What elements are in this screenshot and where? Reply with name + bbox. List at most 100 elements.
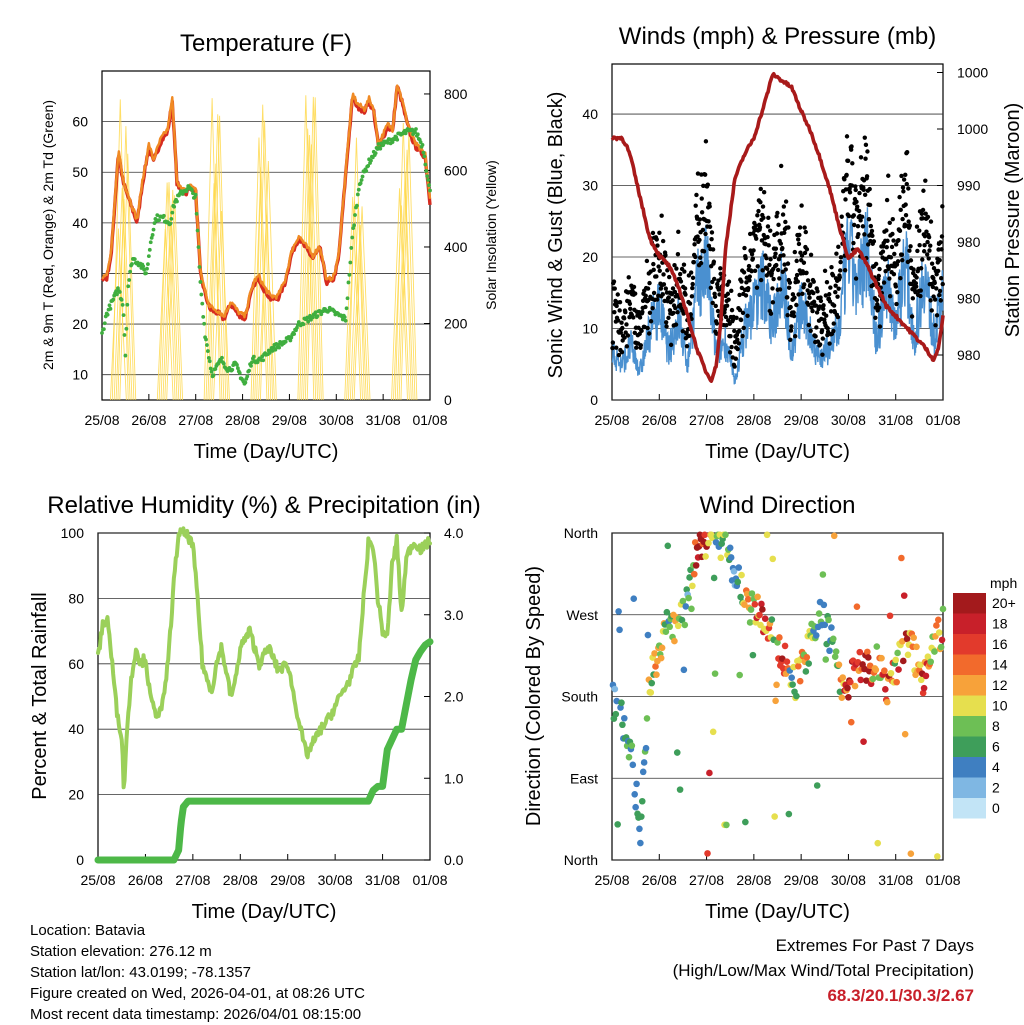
direction-point: [838, 694, 846, 701]
direction-point: [907, 850, 915, 858]
gust-point: [891, 272, 897, 277]
direction-point: [788, 674, 795, 681]
gust-point: [712, 294, 718, 300]
dewpoint-point: [237, 371, 242, 375]
direction-point: [652, 663, 659, 670]
gust-point: [611, 279, 617, 284]
dewpoint-point: [283, 339, 288, 344]
direction-point: [648, 679, 656, 687]
gust-point: [717, 292, 722, 297]
dewpoint-point: [114, 289, 118, 294]
gust-point: [805, 278, 811, 283]
direction-point: [894, 649, 901, 657]
gust-point: [724, 323, 729, 328]
direction-point: [939, 605, 947, 613]
legend-swatch: [953, 777, 986, 798]
gust-point: [709, 236, 714, 242]
gust-point: [703, 231, 708, 237]
gust-point: [668, 342, 674, 348]
wind-y2tick-label: 980: [957, 234, 981, 250]
gust-point: [616, 352, 622, 358]
gust-point: [794, 302, 799, 308]
gust-point: [738, 317, 744, 323]
gust-point: [701, 249, 707, 254]
dewpoint-point: [157, 218, 162, 223]
gust-point: [908, 258, 914, 263]
gust-point: [728, 334, 733, 339]
wind-ytick-label: 0: [590, 392, 598, 408]
gust-point: [785, 312, 790, 318]
solar-trace: [304, 96, 322, 401]
temp-xtick-label: 01/08: [412, 412, 447, 428]
gust-point: [938, 298, 944, 303]
direction-point: [815, 610, 823, 617]
legend-swatch: [953, 634, 986, 655]
dewpoint-point: [235, 366, 240, 371]
gust-point: [749, 251, 755, 257]
gust-point: [615, 292, 620, 297]
dewpoint-point: [390, 140, 395, 144]
gust-point: [663, 252, 668, 258]
dewpoint-point: [206, 355, 211, 360]
gust-point: [867, 186, 872, 192]
gust-point: [707, 224, 713, 229]
direction-point: [629, 761, 637, 769]
direction-point: [873, 643, 881, 650]
gust-point: [849, 183, 855, 188]
direction-point: [676, 786, 684, 793]
gust-point: [638, 343, 644, 348]
direction-point: [756, 611, 763, 619]
gust-point: [716, 287, 721, 292]
solar-trace: [207, 163, 225, 401]
direction-point: [820, 601, 828, 609]
rh-y2tick-label: 4.0: [444, 525, 464, 541]
dewpoint-point: [414, 127, 418, 131]
legend-label: 16: [992, 636, 1008, 652]
gust-point: [626, 275, 631, 280]
gust-point: [796, 292, 801, 297]
wind-y2label: Station Pressure (Maroon): [1002, 103, 1024, 338]
rh-xtick-label: 27/08: [175, 872, 210, 888]
gust-point: [922, 243, 927, 248]
gust-point: [724, 303, 730, 308]
direction-point: [741, 601, 748, 608]
gust-point: [617, 299, 623, 305]
gust-point: [813, 334, 818, 339]
temp-panel: Temperature (F) Time (Day/UTC) 25/08 26/08 2…: [40, 30, 499, 463]
gust-point: [914, 275, 919, 280]
dewpoint-point: [420, 143, 425, 147]
gust-point: [925, 252, 930, 257]
dewpoint-point: [115, 292, 119, 297]
dewpoint-point: [348, 260, 353, 265]
gust-point: [628, 306, 633, 311]
gust-point: [711, 259, 717, 264]
extremes-subtitle: (High/Low/Max Wind/Total Precipitation): [672, 961, 974, 980]
gust-point: [767, 262, 772, 268]
gust-point: [877, 266, 882, 272]
direction-point: [768, 616, 776, 623]
solar-trace: [158, 182, 176, 401]
dewpoint-point: [124, 326, 129, 331]
direction-point: [620, 714, 628, 722]
solar-trace: [160, 182, 178, 401]
temp-xtick-label: 30/08: [319, 412, 354, 428]
dewpoint-point: [277, 345, 282, 350]
gust-point: [647, 310, 653, 315]
wind-xtick-label: 25/08: [594, 412, 629, 428]
gust-point: [908, 244, 913, 249]
gust-point: [881, 280, 887, 285]
gust-point: [853, 276, 859, 281]
rh-y2tick-label: 3.0: [444, 607, 464, 623]
gust-point: [687, 333, 692, 338]
gust-point: [780, 245, 785, 251]
gust-point: [672, 262, 677, 268]
gust-point: [771, 276, 776, 282]
gust-point: [845, 158, 851, 164]
gust-point: [900, 185, 906, 190]
gust-point: [932, 297, 938, 302]
gust-point: [940, 281, 945, 287]
gust-point: [723, 314, 729, 320]
gust-point: [654, 297, 660, 302]
location-text: Location: Batavia: [30, 922, 146, 939]
gust-point: [899, 173, 904, 179]
